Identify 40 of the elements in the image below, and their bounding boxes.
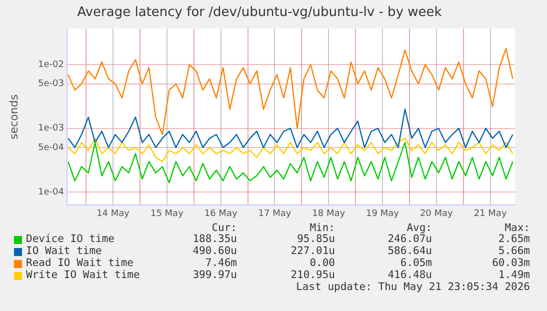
x-tick-label: 18 May — [312, 208, 346, 219]
text: 188.35u — [192, 233, 237, 245]
y-tick-label: 1e-02 — [38, 60, 64, 70]
text: 490.60u — [192, 245, 237, 257]
x-tick-label: 15 May — [150, 208, 184, 219]
text: 416.48u — [388, 269, 432, 281]
x-tick-label: 14 May — [96, 208, 130, 219]
text: 7.46m — [205, 257, 237, 269]
y-axis-title: seconds — [7, 94, 20, 140]
text: 5.66m — [498, 245, 530, 257]
text: 227.01u — [290, 245, 335, 257]
x-tick-label: 19 May — [366, 208, 400, 219]
y-tick-label: 1e-03 — [38, 124, 64, 134]
x-tick-label: 16 May — [204, 208, 238, 219]
text: 586.64u — [388, 245, 432, 257]
legend-label: Write IO Wait time — [26, 269, 140, 281]
text: Min: — [310, 222, 335, 234]
text: 6.05m — [400, 257, 432, 269]
text: 246.07u — [388, 233, 432, 245]
legend-label: IO Wait time — [26, 245, 102, 257]
x-tick-label: 20 May — [420, 208, 454, 219]
text: 210.95u — [290, 269, 335, 281]
text: 95.85u — [297, 233, 335, 245]
y-tick-label: 5e-04 — [38, 142, 64, 153]
x-tick-label: 21 May — [474, 208, 508, 219]
chart-title: Average latency for /dev/ubuntu-vg/ubuntu-lv - by week — [77, 5, 442, 20]
text: Max: — [504, 222, 530, 234]
text: 0.00 — [310, 257, 335, 269]
y-tick-label: 1e-04 — [38, 187, 64, 198]
text: 2.65m — [498, 233, 530, 245]
y-tick-label: 5e-03 — [38, 79, 64, 90]
text: Cur: — [212, 222, 237, 234]
text: Last update: Thu May 21 23:05:34 2026 — [296, 281, 530, 293]
legend-label: Device IO time — [26, 233, 115, 245]
text: Avg: — [406, 222, 432, 234]
text: 60.03m — [492, 257, 530, 269]
legend-label: Read IO Wait time — [26, 257, 134, 269]
text: 399.97u — [192, 269, 237, 281]
x-tick-label: 17 May — [258, 208, 292, 219]
text: 1.49m — [498, 269, 530, 281]
